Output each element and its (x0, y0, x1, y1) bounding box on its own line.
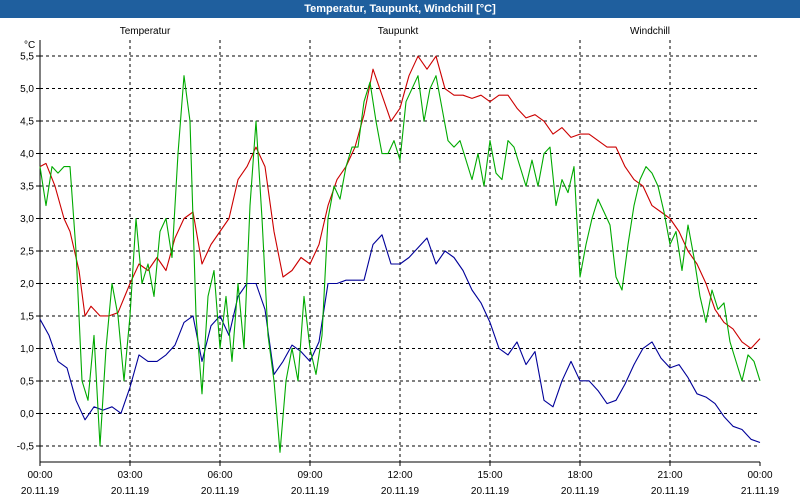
x-tick-time: 06:00 (207, 470, 232, 481)
x-tick-time: 12:00 (387, 470, 412, 481)
y-tick-label: 3,0 (20, 214, 34, 225)
y-tick-label: 1,0 (20, 344, 34, 355)
y-tick-label: 4,0 (20, 149, 34, 160)
series-lines (39, 55, 761, 453)
y-tick-label: 3,5 (20, 182, 34, 193)
x-tick-date: 20.11.19 (111, 486, 150, 497)
y-tick-label: 5,0 (20, 84, 34, 95)
x-tick-date: 20.11.19 (381, 486, 420, 497)
axes (36, 40, 761, 466)
legend-item-windchill: Windchill (630, 26, 670, 37)
x-tick-time: 09:00 (297, 470, 322, 481)
legend-item-temperatur: Temperatur (120, 26, 171, 37)
y-tick-label: -0,5 (17, 441, 35, 452)
y-tick-label: 2,0 (20, 279, 34, 290)
x-tick-date: 20.11.19 (471, 486, 510, 497)
legend: Temperatur Taupunkt Windchill (120, 26, 670, 37)
x-tick-date: 20.11.19 (291, 486, 330, 497)
x-tick-time: 00:00 (747, 470, 772, 481)
x-tick-time: 15:00 (477, 470, 502, 481)
grid (40, 40, 760, 462)
series-line-temperatur (39, 55, 761, 349)
x-tick-date: 20.11.19 (201, 486, 240, 497)
chart-title: Temperatur, Taupunkt, Windchill [°C] (0, 0, 800, 18)
x-tick-time: 03:00 (117, 470, 142, 481)
y-tick-label: 5,5 (20, 52, 34, 63)
series-line-taupunkt (39, 234, 761, 444)
y-tick-label: 4,5 (20, 117, 34, 128)
y-tick-label: 0,0 (20, 409, 34, 420)
x-tick-time: 21:00 (657, 470, 682, 481)
y-tick-label: 0,5 (20, 376, 34, 387)
x-tick-date: 20.11.19 (21, 486, 60, 497)
y-tick-label: 1,5 (20, 311, 34, 322)
series-line-windchill (39, 75, 761, 453)
y-axis-label: °C (24, 40, 35, 51)
y-tick-label: 2,5 (20, 247, 34, 258)
x-tick-date: 20.11.19 (561, 486, 600, 497)
x-tick-date: 20.11.19 (651, 486, 690, 497)
x-tick-date: 21.11.19 (741, 486, 780, 497)
legend-item-taupunkt: Taupunkt (378, 26, 419, 37)
x-tick-time: 18:00 (567, 470, 592, 481)
tick-labels: 5,5 5,0 4,5 4,0 3,5 3,0 2,5 2,0 1,5 1,0 0,5 0,0 -0,5… (17, 40, 780, 497)
x-tick-time: 00:00 (27, 470, 52, 481)
